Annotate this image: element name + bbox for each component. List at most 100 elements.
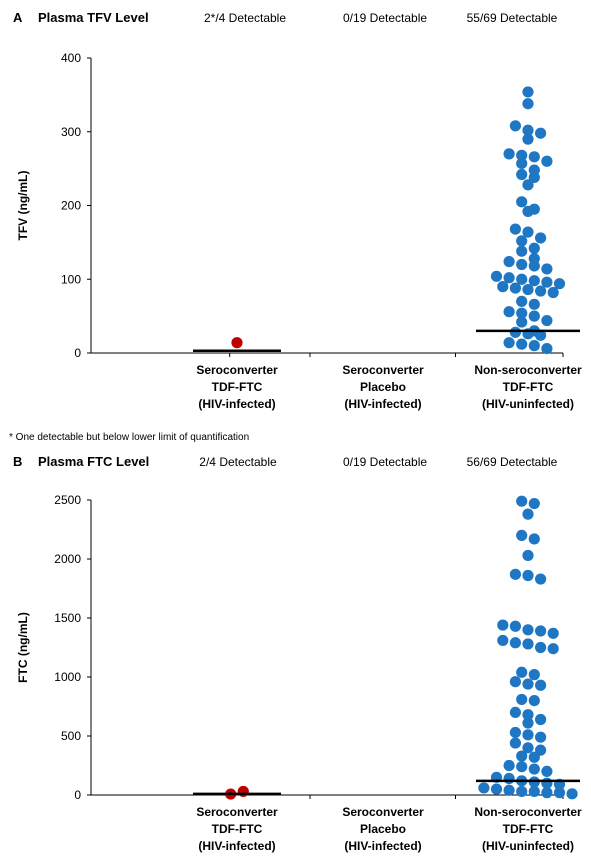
data-point-non-seroconverter-tdf-ftc — [535, 127, 547, 139]
panel-a-letter: A — [13, 10, 23, 25]
data-point-non-seroconverter-tdf-ftc — [535, 329, 547, 341]
x-tick-label-non-seroconverter-tdf-ftc: TDF-FTC — [503, 822, 554, 836]
data-point-non-seroconverter-tdf-ftc — [522, 179, 534, 191]
y-tick-label: 0 — [74, 346, 81, 360]
data-point-non-seroconverter-tdf-ftc — [541, 765, 553, 778]
panel-a-title: Plasma TFV Level — [38, 10, 149, 25]
data-point-non-seroconverter-tdf-ftc — [516, 316, 528, 328]
data-point-non-seroconverter-tdf-ftc — [497, 281, 509, 293]
data-point-non-seroconverter-tdf-ftc — [522, 709, 534, 721]
data-point-non-seroconverter-tdf-ftc — [541, 787, 553, 799]
detectable-count-seroconverter-tdf-ftc: 2*/4 Detectable — [204, 11, 286, 25]
data-point-non-seroconverter-tdf-ftc — [535, 625, 547, 637]
data-point-non-seroconverter-tdf-ftc — [528, 695, 540, 707]
data-point-non-seroconverter-tdf-ftc — [528, 298, 540, 310]
data-point-non-seroconverter-tdf-ftc — [553, 787, 566, 799]
data-point-non-seroconverter-tdf-ftc — [547, 643, 559, 655]
data-point-non-seroconverter-tdf-ftc — [509, 326, 521, 338]
data-point-non-seroconverter-tdf-ftc — [503, 148, 515, 160]
data-point-non-seroconverter-tdf-ftc — [503, 772, 515, 785]
x-tick-label-seroconverter-placebo: Seroconverter — [342, 805, 424, 819]
data-point-non-seroconverter-tdf-ftc — [522, 98, 534, 110]
data-point-non-seroconverter-tdf-ftc — [528, 751, 540, 763]
detectable-count-seroconverter-placebo: 0/19 Detectable — [343, 455, 427, 469]
x-tick-label-seroconverter-placebo: Placebo — [360, 822, 406, 836]
y-tick-label: 2500 — [54, 493, 81, 507]
x-tick-label-seroconverter-tdf-ftc: TDF-FTC — [212, 380, 263, 394]
data-point-non-seroconverter-tdf-ftc — [509, 568, 521, 580]
data-point-non-seroconverter-tdf-ftc — [541, 155, 553, 167]
data-point-non-seroconverter-tdf-ftc — [516, 785, 528, 798]
data-point-non-seroconverter-tdf-ftc — [522, 226, 534, 238]
y-tick-label: 1000 — [54, 670, 81, 684]
x-tick-label-seroconverter-placebo: Placebo — [360, 380, 406, 394]
data-point-non-seroconverter-tdf-ftc — [516, 258, 528, 271]
data-point-non-seroconverter-tdf-ftc — [528, 260, 540, 272]
data-point-non-seroconverter-tdf-ftc — [522, 283, 534, 296]
data-point-non-seroconverter-tdf-ftc — [535, 713, 547, 726]
data-point-non-seroconverter-tdf-ftc — [509, 726, 521, 739]
data-point-non-seroconverter-tdf-ftc — [522, 508, 534, 520]
data-point-non-seroconverter-tdf-ftc — [541, 314, 553, 327]
data-point-non-seroconverter-tdf-ftc — [522, 678, 534, 690]
detectable-count-non-seroconverter-tdf-ftc: 56/69 Detectable — [467, 455, 558, 469]
panel-a: A Plasma TFV Level 2*/4 Detectable 0/19 Det… — [9, 10, 582, 443]
data-point-non-seroconverter-tdf-ftc — [522, 569, 534, 582]
panel-b: B Plasma FTC Level 2/4 Detectable 0/19 Dete… — [13, 454, 582, 853]
data-point-non-seroconverter-tdf-ftc — [566, 788, 578, 800]
data-point-non-seroconverter-tdf-ftc — [516, 750, 528, 762]
x-tick-label-non-seroconverter-tdf-ftc: (HIV-uninfected) — [482, 397, 574, 411]
data-point-non-seroconverter-tdf-ftc — [547, 286, 559, 299]
data-point-non-seroconverter-tdf-ftc — [516, 235, 528, 247]
data-point-non-seroconverter-tdf-ftc — [541, 342, 553, 355]
data-point-non-seroconverter-tdf-ftc — [522, 742, 534, 754]
x-tick-label-non-seroconverter-tdf-ftc: (HIV-uninfected) — [482, 839, 574, 853]
data-point-seroconverter-tdf-ftc — [231, 337, 243, 349]
x-tick-label-seroconverter-tdf-ftc: Seroconverter — [196, 805, 278, 819]
data-point-non-seroconverter-tdf-ftc — [503, 759, 515, 772]
data-point-non-seroconverter-tdf-ftc — [528, 310, 540, 322]
data-point-non-seroconverter-tdf-ftc — [503, 255, 515, 268]
data-point-non-seroconverter-tdf-ftc — [516, 338, 528, 350]
y-tick-label: 0 — [74, 788, 81, 802]
data-point-non-seroconverter-tdf-ftc — [516, 693, 528, 706]
data-point-non-seroconverter-tdf-ftc — [522, 124, 534, 136]
x-tick-label-non-seroconverter-tdf-ftc: Non-seroconverter — [474, 363, 582, 377]
data-point-non-seroconverter-tdf-ftc — [516, 149, 528, 161]
x-tick-label-seroconverter-placebo: Seroconverter — [342, 363, 424, 377]
data-point-non-seroconverter-tdf-ftc — [522, 624, 534, 636]
detectable-count-non-seroconverter-tdf-ftc: 55/69 Detectable — [467, 11, 558, 25]
data-point-non-seroconverter-tdf-ftc — [490, 270, 503, 282]
y-tick-label: 200 — [61, 199, 81, 213]
data-point-non-seroconverter-tdf-ftc — [528, 275, 540, 287]
data-point-non-seroconverter-tdf-ftc — [516, 168, 528, 181]
data-point-non-seroconverter-tdf-ftc — [528, 151, 540, 163]
x-tick-label-seroconverter-tdf-ftc: (HIV-infected) — [198, 839, 275, 853]
data-point-non-seroconverter-tdf-ftc — [528, 533, 540, 545]
detectable-count-seroconverter-tdf-ftc: 2/4 Detectable — [199, 455, 277, 469]
data-point-non-seroconverter-tdf-ftc — [516, 273, 528, 285]
data-point-non-seroconverter-tdf-ftc — [503, 306, 515, 318]
y-tick-label: 500 — [61, 729, 81, 743]
data-point-non-seroconverter-tdf-ftc — [509, 676, 521, 688]
x-tick-label-non-seroconverter-tdf-ftc: TDF-FTC — [503, 380, 554, 394]
data-point-non-seroconverter-tdf-ftc — [509, 223, 521, 235]
data-point-non-seroconverter-tdf-ftc — [516, 761, 528, 773]
data-point-non-seroconverter-tdf-ftc — [522, 86, 534, 98]
x-tick-label-seroconverter-tdf-ftc: Seroconverter — [196, 363, 278, 377]
data-point-non-seroconverter-tdf-ftc — [516, 157, 528, 170]
data-point-non-seroconverter-tdf-ftc — [509, 637, 521, 649]
data-point-non-seroconverter-tdf-ftc — [509, 706, 521, 719]
y-axis-label: FTC (ng/mL) — [16, 612, 30, 683]
y-tick-label: 400 — [61, 51, 81, 65]
data-point-non-seroconverter-tdf-ftc — [528, 497, 540, 510]
data-point-non-seroconverter-tdf-ftc — [535, 731, 547, 743]
detectable-count-seroconverter-placebo: 0/19 Detectable — [343, 11, 427, 25]
data-point-non-seroconverter-tdf-ftc — [535, 573, 547, 585]
data-point-non-seroconverter-tdf-ftc — [528, 785, 540, 798]
x-tick-label-seroconverter-tdf-ftc: (HIV-infected) — [198, 397, 275, 411]
data-point-non-seroconverter-tdf-ftc — [522, 638, 534, 650]
data-point-non-seroconverter-tdf-ftc — [516, 666, 528, 678]
data-point-non-seroconverter-tdf-ftc — [535, 232, 547, 244]
y-tick-label: 300 — [61, 125, 81, 139]
